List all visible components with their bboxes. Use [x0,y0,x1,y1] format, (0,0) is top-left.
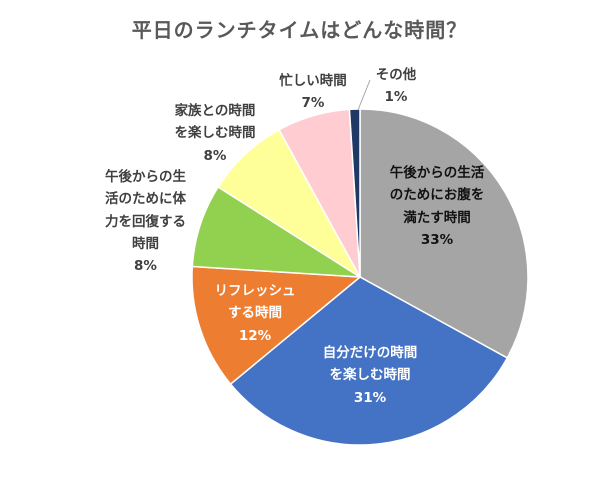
slice-label-line: 午後からの生活 [389,165,485,181]
slice-refresh [191,265,362,386]
chart-title: 平日のランチタイムはどんな時間？ [131,18,468,42]
slice-label-line: 午後からの生 [105,169,186,185]
slice-label-line: その他 [375,67,417,83]
slice-percent-label: 33% [420,231,454,248]
leader-line-other [357,79,371,111]
slice-label-0: 午後からの生活 のためにお腹を 満たす時間 33% [372,162,502,251]
slice-percent-label: 12% [238,327,272,344]
slice-label-2: リフレッシュ する時間 12% [195,280,315,347]
slice-label-line: 力を回復する [105,213,186,230]
slice-label-4: 家族との時間 を楽しむ時間 8% [155,100,275,167]
slice-label-line: リフレッシュ [214,283,296,299]
slice-label-3: 午後からの生 活のために体 力を回復する 時間 8% [88,166,203,277]
slice-percent-label: 31% [353,389,387,406]
slice-label-line: のためにお腹を [389,187,485,204]
slice-label-5: 忙しい時間 7% [268,70,358,115]
slice-percent-label: 8% [203,147,227,164]
slice-label-line: 忙しい時間 [279,73,347,89]
slice-other [348,108,361,278]
slice-lunch-fuel [359,108,529,359]
slice-percent-label: 7% [301,95,325,112]
slice-label-1: 自分だけの時間 を楽しむ時間 31% [300,342,440,409]
slice-label-line: する時間 [228,305,282,322]
slice-label-6: その他 1% [366,64,426,109]
slice-label-line: を楽しむ時間 [329,367,411,384]
slice-label-line: 自分だけの時間 [322,345,418,361]
slice-label-line: を楽しむ時間 [174,125,256,142]
slice-percent-label: 1% [384,89,408,106]
slice-percent-label: 8% [134,258,157,275]
slice-label-line: 家族との時間 [174,103,256,119]
slice-label-line: 時間 [132,235,159,252]
slice-label-line: 活のために体 [105,191,186,208]
slice-me-time [229,276,509,446]
slice-label-line: 満たす時間 [403,209,471,226]
